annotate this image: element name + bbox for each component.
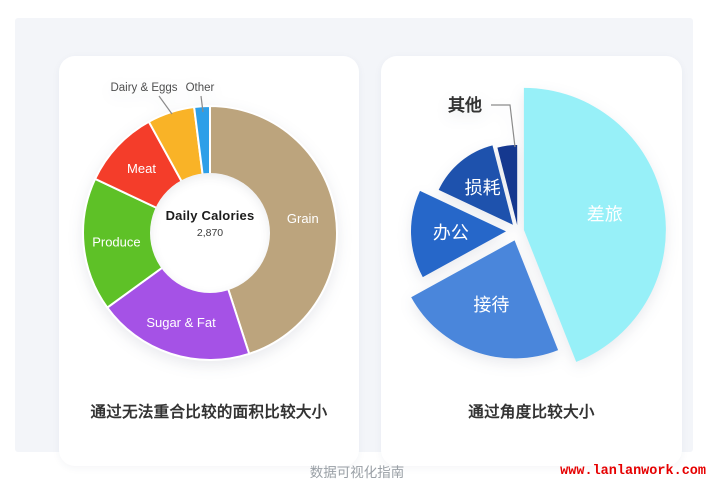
slice-label: Produce bbox=[92, 234, 140, 249]
slice-label: 办公 bbox=[433, 223, 469, 243]
area-comparison-card: Grain Sugar & Fat Produce Meat Dairy & Eggs O… bbox=[59, 56, 359, 466]
leader-line bbox=[158, 95, 173, 115]
pie-slice-3 bbox=[411, 190, 506, 278]
outer-slice-label: Other bbox=[186, 82, 215, 94]
donut-chart: Grain Sugar & Fat Produce Meat Dairy & Eggs O… bbox=[82, 82, 338, 361]
slice-label: Meat bbox=[127, 161, 156, 176]
pie-slice-1 bbox=[209, 104, 338, 356]
outer-slice-label: 其他 bbox=[448, 95, 482, 115]
slice-label: 接待 bbox=[473, 295, 509, 315]
pie-slice-3 bbox=[82, 177, 212, 309]
donut-center-title: Daily Calories bbox=[165, 208, 255, 223]
charts-panel: Grain Sugar & Fat Produce Meat Dairy & Eggs O… bbox=[15, 18, 693, 466]
donut-hole bbox=[150, 173, 270, 293]
angle-comparison-card: 差旅接待 办公 损耗 其他 通过角度比较大小 bbox=[381, 56, 682, 466]
slice-label: 差旅 bbox=[587, 204, 623, 224]
slice-label: 损耗 bbox=[465, 178, 501, 198]
watermark-url: www.lanlanwork.com bbox=[560, 464, 706, 479]
pie-slice-1 bbox=[523, 87, 666, 362]
slice-label: Sugar & Fat bbox=[146, 315, 216, 330]
pie-slice-4 bbox=[438, 145, 513, 225]
leader-line bbox=[491, 104, 516, 148]
pie-slice-2 bbox=[411, 240, 559, 359]
leader-line bbox=[200, 95, 204, 113]
footer-note: 数据可视化指南 bbox=[309, 465, 405, 480]
outer-slice-label: Dairy & Eggs bbox=[110, 82, 177, 94]
slice-label: Grain bbox=[287, 211, 319, 226]
chart-caption-area: 通过无法重合比较的面积比较大小 bbox=[90, 404, 328, 421]
chart-caption-angle: 通过角度比较大小 bbox=[468, 404, 595, 421]
pie-slice-5 bbox=[497, 145, 518, 225]
donut-center-value: 2,870 bbox=[196, 227, 224, 239]
donut-center-label: Daily Calories 2,870 bbox=[130, 208, 290, 239]
